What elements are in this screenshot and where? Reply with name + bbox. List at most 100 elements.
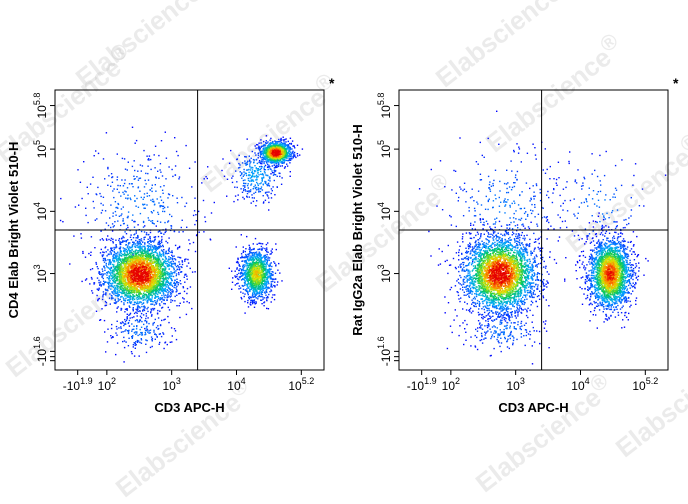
event-dot (137, 244, 138, 245)
event-dot (163, 333, 164, 334)
event-dot (138, 207, 139, 208)
event-dot (122, 263, 123, 264)
event-dot (268, 191, 269, 192)
event-dot (117, 285, 118, 286)
event-dot (119, 276, 120, 277)
event-dot (101, 284, 102, 285)
event-dot (175, 165, 176, 166)
event-dot (284, 159, 285, 160)
event-dot (253, 279, 254, 280)
event-dot (117, 189, 118, 190)
event-dot (110, 335, 111, 336)
event-dot (264, 145, 265, 146)
event-dot (107, 259, 108, 260)
event-dot (250, 264, 251, 265)
event-dot (120, 215, 121, 216)
event-dot (146, 313, 147, 314)
event-dot (267, 270, 268, 271)
event-dot (174, 280, 175, 281)
event-dot (147, 300, 148, 301)
event-dot (152, 201, 153, 202)
event-dot (168, 287, 169, 288)
event-dot (123, 247, 124, 248)
event-dot (161, 140, 162, 141)
event-dot (137, 320, 138, 321)
event-dot (158, 242, 159, 243)
event-dot (150, 232, 151, 233)
event-dot (263, 184, 264, 185)
event-dot (234, 187, 235, 188)
event-dot (164, 260, 165, 261)
event-dot (102, 296, 103, 297)
event-dot (103, 254, 104, 255)
event-dot (260, 271, 261, 272)
event-dot (290, 171, 291, 172)
event-dot (154, 223, 155, 224)
event-dot (293, 156, 294, 157)
event-dot (101, 273, 102, 274)
event-dot (117, 179, 118, 180)
event-dot (162, 274, 163, 275)
event-dot (259, 249, 260, 250)
event-dot (264, 151, 265, 152)
event-dot (264, 158, 265, 159)
event-dot (118, 298, 119, 299)
event-dot (253, 188, 254, 189)
event-dot (174, 328, 175, 329)
event-dot (266, 290, 267, 291)
event-dot (132, 298, 133, 299)
event-dot (154, 240, 155, 241)
event-dot (263, 305, 264, 306)
event-dot (178, 293, 179, 294)
event-dot (273, 158, 274, 159)
event-dot (175, 330, 176, 331)
event-dot (167, 266, 168, 267)
event-dot (272, 186, 273, 187)
event-dot (149, 155, 150, 156)
event-dot (291, 148, 292, 149)
event-dot (103, 274, 104, 275)
event-dot (157, 294, 158, 295)
event-dot (150, 169, 151, 170)
event-dot (106, 274, 107, 275)
event-dot (155, 146, 156, 147)
event-dot (187, 259, 188, 260)
event-dot (278, 166, 279, 167)
event-dot (138, 180, 139, 181)
event-dot (105, 210, 106, 211)
event-dot (289, 162, 290, 163)
event-dot (134, 170, 135, 171)
event-dot (168, 266, 169, 267)
event-dot (260, 243, 261, 244)
event-dot (106, 238, 107, 239)
event-dot (113, 271, 114, 272)
event-dot (151, 339, 152, 340)
event-dot (148, 247, 149, 248)
event-dot (117, 289, 118, 290)
event-dot (125, 323, 126, 324)
event-dot (262, 243, 263, 244)
event-dot (163, 275, 164, 276)
event-dot (120, 326, 121, 327)
event-dot (272, 286, 273, 287)
event-dot (108, 287, 109, 288)
event-dot (114, 260, 115, 261)
event-dot (134, 355, 135, 356)
event-dot (171, 228, 172, 229)
event-dot (174, 300, 175, 301)
event-dot (153, 323, 154, 324)
event-dot (107, 235, 108, 236)
event-dot (150, 294, 151, 295)
event-dot (261, 163, 262, 164)
event-dot (275, 174, 276, 175)
event-dot (245, 272, 246, 273)
event-dot (134, 299, 135, 300)
event-dot (137, 301, 138, 302)
event-dot (153, 261, 154, 262)
event-dot (126, 308, 127, 309)
event-dot (265, 174, 266, 175)
event-dot (270, 286, 271, 287)
event-dot (168, 295, 169, 296)
event-dot (141, 339, 142, 340)
event-dot (270, 289, 271, 290)
